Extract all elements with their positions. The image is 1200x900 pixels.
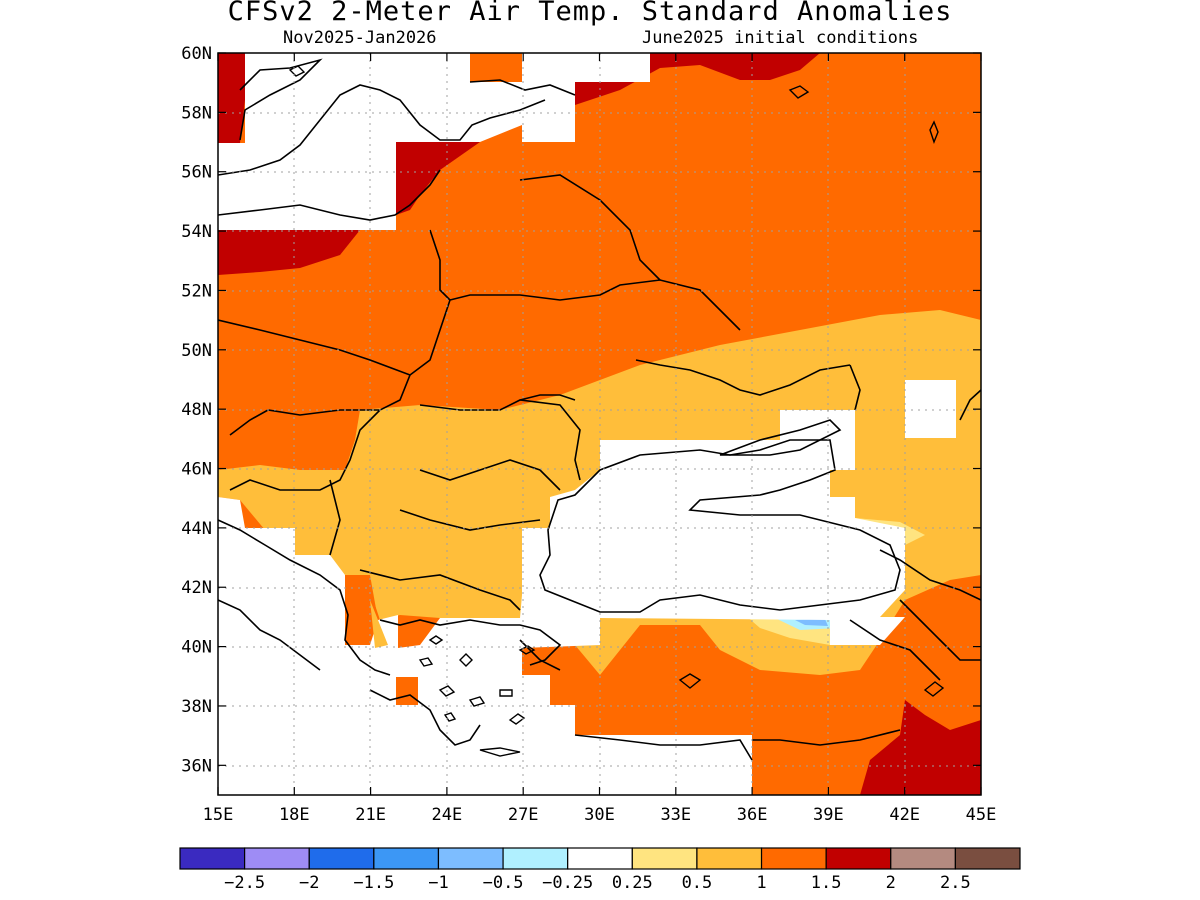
colorbar-label: −2: [299, 873, 319, 893]
lat-tick-label: 36N: [181, 756, 212, 776]
lon-tick-label: 39E: [813, 805, 844, 825]
lat-tick-label: 52N: [181, 281, 212, 301]
colorbar-label: −1.5: [353, 873, 394, 893]
colorbar-swatch: [696, 847, 763, 870]
colorbar-swatch: [373, 847, 440, 870]
graticule: [218, 53, 981, 795]
islands: [288, 65, 945, 757]
colorbar-swatch: [179, 847, 246, 870]
lat-tick-label: 48N: [181, 400, 212, 420]
colorbar-label: 1: [756, 873, 766, 893]
lon-tick-label: 45E: [966, 805, 997, 825]
lat-tick-label: 56N: [181, 163, 212, 183]
lon-tick-label: 21E: [355, 805, 386, 825]
anomaly-region-1.5-to-2: [860, 700, 981, 795]
lon-tick-label: 36E: [737, 805, 768, 825]
lon-tick-label: 27E: [508, 805, 539, 825]
anomaly-field: [218, 53, 981, 795]
lon-tick-label: 24E: [432, 805, 463, 825]
lat-tick-label: 50N: [181, 341, 212, 361]
colorbar-label: −0.5: [483, 873, 524, 893]
lon-tick-label: 30E: [584, 805, 615, 825]
anomaly-region-1-to-1.5: [396, 677, 418, 705]
lon-tick-label: 33E: [660, 805, 691, 825]
lat-tick-label: 58N: [181, 103, 212, 123]
lat-tick-label: 60N: [181, 44, 212, 64]
colorbar-label: 2.5: [940, 873, 971, 893]
colorbar-swatch: [954, 847, 1021, 870]
colorbar-label: −0.25: [542, 873, 593, 893]
longitude-labels: 15E 18E 21E 24E 27E 30E 33E 36E 39E 42E 45E: [203, 805, 997, 825]
colorbar-label: 0.5: [682, 873, 713, 893]
colorbar-swatch: [825, 847, 892, 870]
colorbar-swatch: [631, 847, 698, 870]
lon-tick-label: 18E: [279, 805, 310, 825]
insignificant-mask: [218, 53, 956, 795]
colorbar-swatch: [502, 847, 569, 870]
colorbar: −2.5 −2 −1.5 −1 −0.5 −0.25 0.25 0.5 1 1.5 2 2.5: [179, 847, 1021, 893]
initial-conditions: June2025 initial conditions: [642, 28, 919, 48]
colorbar-label: 0.25: [612, 873, 653, 893]
colorbar-swatch: [437, 847, 504, 870]
anomaly-region-0.5-to-1: [370, 600, 388, 648]
colorbar-swatch: [890, 847, 956, 870]
chart-title: CFSv2 2-Meter Air Temp. Standard Anomali…: [227, 0, 953, 27]
anomaly-region-1.5-to-2: [396, 142, 480, 215]
lat-tick-label: 38N: [181, 697, 212, 717]
lat-tick-label: 42N: [181, 578, 212, 598]
lat-tick-label: 44N: [181, 519, 212, 539]
colorbar-swatch: [567, 847, 633, 870]
anomaly-region-1.5-to-2: [218, 230, 360, 275]
colorbar-label: 1.5: [811, 873, 842, 893]
lat-tick-label: 40N: [181, 638, 212, 658]
lon-tick-label: 15E: [203, 805, 234, 825]
lon-tick-label: 42E: [889, 805, 920, 825]
colorbar-label: −2.5: [224, 873, 265, 893]
anomaly-region-negative: [795, 619, 828, 626]
forecast-period: Nov2025-Jan2026: [283, 28, 437, 48]
colorbar-swatch: [244, 847, 310, 870]
axis-ticks: [217, 52, 982, 795]
colorbar-label: 2: [886, 873, 896, 893]
lat-tick-label: 54N: [181, 222, 212, 242]
lat-tick-label: 46N: [181, 460, 212, 480]
anomaly-region-1.5-to-2: [575, 53, 820, 105]
latitude-labels: 60N 58N 56N 54N 52N 50N 48N 46N 44N 42N 40N 38N 36N: [181, 44, 212, 776]
colorbar-swatch: [760, 847, 827, 870]
colorbar-label: −1: [428, 873, 448, 893]
colorbar-swatch: [308, 847, 375, 870]
